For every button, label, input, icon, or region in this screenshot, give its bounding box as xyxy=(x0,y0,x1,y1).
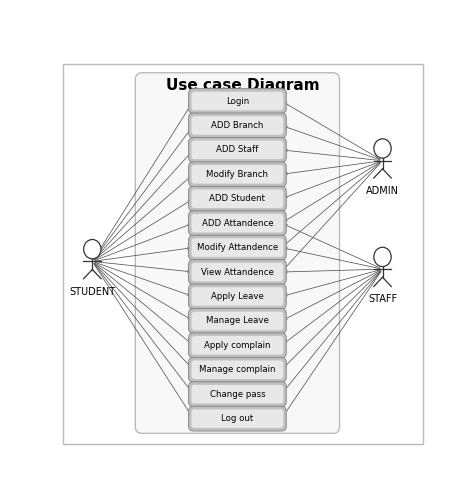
FancyBboxPatch shape xyxy=(189,260,286,284)
FancyBboxPatch shape xyxy=(191,263,283,281)
Text: Login: Login xyxy=(226,97,249,106)
Text: View Attandence: View Attandence xyxy=(201,268,274,277)
Text: Manage Leave: Manage Leave xyxy=(206,316,269,325)
FancyBboxPatch shape xyxy=(189,308,286,333)
Text: Log out: Log out xyxy=(221,414,254,423)
FancyBboxPatch shape xyxy=(189,137,286,162)
Text: Change pass: Change pass xyxy=(210,390,265,399)
Text: Manage complain: Manage complain xyxy=(199,365,276,374)
Text: ADD Attandence: ADD Attandence xyxy=(201,219,273,228)
Ellipse shape xyxy=(83,239,101,259)
Text: ADD Branch: ADD Branch xyxy=(211,121,264,130)
FancyBboxPatch shape xyxy=(189,357,286,382)
FancyBboxPatch shape xyxy=(191,141,283,159)
FancyBboxPatch shape xyxy=(191,190,283,208)
FancyBboxPatch shape xyxy=(189,162,286,187)
Text: Modify Branch: Modify Branch xyxy=(206,170,268,179)
FancyBboxPatch shape xyxy=(189,89,286,113)
Ellipse shape xyxy=(374,139,391,158)
FancyBboxPatch shape xyxy=(191,287,283,306)
FancyBboxPatch shape xyxy=(189,113,286,138)
FancyBboxPatch shape xyxy=(191,238,283,257)
Text: ADMIN: ADMIN xyxy=(366,186,399,196)
FancyBboxPatch shape xyxy=(191,336,283,355)
Text: ADD Student: ADD Student xyxy=(210,194,265,203)
FancyBboxPatch shape xyxy=(191,409,283,428)
FancyBboxPatch shape xyxy=(191,214,283,232)
Ellipse shape xyxy=(374,247,391,267)
FancyBboxPatch shape xyxy=(189,406,286,431)
FancyBboxPatch shape xyxy=(191,361,283,379)
FancyBboxPatch shape xyxy=(189,235,286,260)
FancyBboxPatch shape xyxy=(191,311,283,330)
FancyBboxPatch shape xyxy=(191,385,283,403)
FancyBboxPatch shape xyxy=(189,382,286,406)
FancyBboxPatch shape xyxy=(189,284,286,309)
FancyBboxPatch shape xyxy=(191,165,283,184)
Text: Use case Diagram: Use case Diagram xyxy=(166,78,320,93)
FancyBboxPatch shape xyxy=(135,73,339,434)
Text: Modify Attandence: Modify Attandence xyxy=(197,243,278,252)
FancyBboxPatch shape xyxy=(191,92,283,110)
Text: STUDENT: STUDENT xyxy=(69,287,115,297)
FancyBboxPatch shape xyxy=(189,333,286,358)
FancyBboxPatch shape xyxy=(189,186,286,211)
Text: STAFF: STAFF xyxy=(368,294,397,304)
Text: Apply complain: Apply complain xyxy=(204,341,271,350)
Text: ADD Staff: ADD Staff xyxy=(216,145,258,154)
FancyBboxPatch shape xyxy=(191,116,283,135)
FancyBboxPatch shape xyxy=(189,211,286,235)
Text: Apply Leave: Apply Leave xyxy=(211,292,264,301)
